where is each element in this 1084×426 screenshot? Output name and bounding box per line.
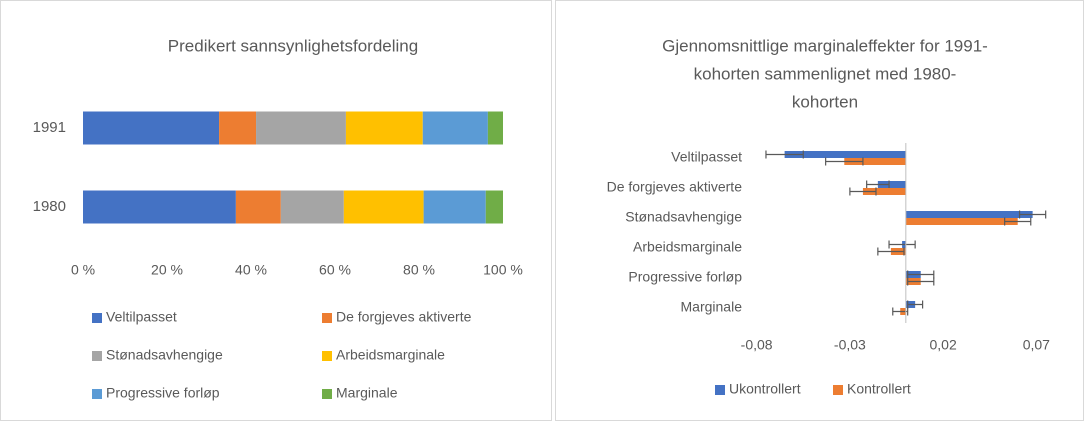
y-tick-label: Progressive forløp — [628, 269, 742, 285]
bar — [844, 158, 906, 165]
error-bar — [866, 180, 890, 189]
chart-title: Predikert sannsynlighetsfordeling — [168, 36, 418, 55]
bar — [784, 151, 906, 158]
error-bar — [892, 307, 909, 316]
error-bar — [765, 150, 804, 159]
x-tick-label: 0,07 — [1023, 337, 1050, 353]
error-bar — [888, 240, 916, 249]
legend-swatch — [322, 313, 332, 323]
chart-title: kohorten — [792, 92, 858, 111]
legend-label: De forgjeves aktiverte — [336, 309, 472, 325]
legend-swatch — [322, 389, 332, 399]
bar-segment — [235, 190, 281, 224]
y-tick-label: 1980 — [33, 198, 66, 215]
x-tick-label: -0,03 — [834, 337, 866, 353]
y-tick-label: De forgjeves aktiverte — [607, 179, 743, 195]
legend-swatch — [715, 385, 725, 395]
bar-segment — [343, 190, 424, 224]
y-tick-label: Marginale — [681, 299, 743, 315]
x-tick-label: 40 % — [235, 262, 267, 278]
x-tick-label: 20 % — [151, 262, 183, 278]
legend-swatch — [92, 351, 102, 361]
error-bar — [825, 157, 864, 166]
x-tick-label: 60 % — [319, 262, 351, 278]
bar-segment — [219, 111, 257, 145]
bar — [905, 211, 1033, 218]
error-bar — [849, 187, 877, 196]
error-bar — [1004, 217, 1032, 226]
chart-title: kohorten sammenlignet med 1980- — [694, 64, 957, 83]
bar-segment — [485, 190, 503, 224]
error-bar — [907, 270, 935, 279]
bar-segment — [487, 111, 503, 145]
error-bar — [907, 300, 924, 309]
legend-swatch — [833, 385, 843, 395]
bar-segment — [422, 111, 488, 145]
x-tick-label: 100 % — [483, 262, 523, 278]
legend-label: Veltilpasset — [106, 309, 177, 325]
bar-segment — [280, 190, 344, 224]
x-tick-label: 80 % — [403, 262, 435, 278]
legend-label: Stønadsavhengige — [106, 347, 223, 363]
legend-label: Arbeidsmarginale — [336, 347, 445, 363]
error-bar — [907, 277, 935, 286]
x-tick-label: 0 % — [71, 262, 95, 278]
y-tick-label: Veltilpasset — [671, 149, 742, 165]
legend-swatch — [322, 351, 332, 361]
y-tick-label: Arbeidsmarginale — [633, 239, 742, 255]
bar-segment — [83, 111, 220, 145]
bar-segment — [256, 111, 346, 145]
x-tick-label: -0,08 — [741, 337, 773, 353]
x-tick-label: 0,02 — [929, 337, 956, 353]
error-bar — [877, 247, 905, 256]
y-tick-label: 1991 — [33, 119, 66, 136]
legend-label: Marginale — [336, 385, 398, 401]
legend-label: Kontrollert — [847, 381, 911, 397]
bar-segment — [423, 190, 486, 224]
bar — [877, 181, 906, 188]
bar — [905, 218, 1018, 225]
chart-title: Gjennomsnittlige marginaleffekter for 19… — [662, 36, 988, 55]
legend-label: Ukontrollert — [729, 381, 801, 397]
error-bar — [1018, 210, 1047, 219]
legend-swatch — [92, 313, 102, 323]
legend-label: Progressive forløp — [106, 385, 220, 401]
bar — [862, 188, 906, 195]
bar-segment — [83, 190, 236, 224]
y-tick-label: Stønadsavhengige — [625, 209, 742, 225]
legend-swatch — [92, 389, 102, 399]
bar-segment — [345, 111, 423, 145]
